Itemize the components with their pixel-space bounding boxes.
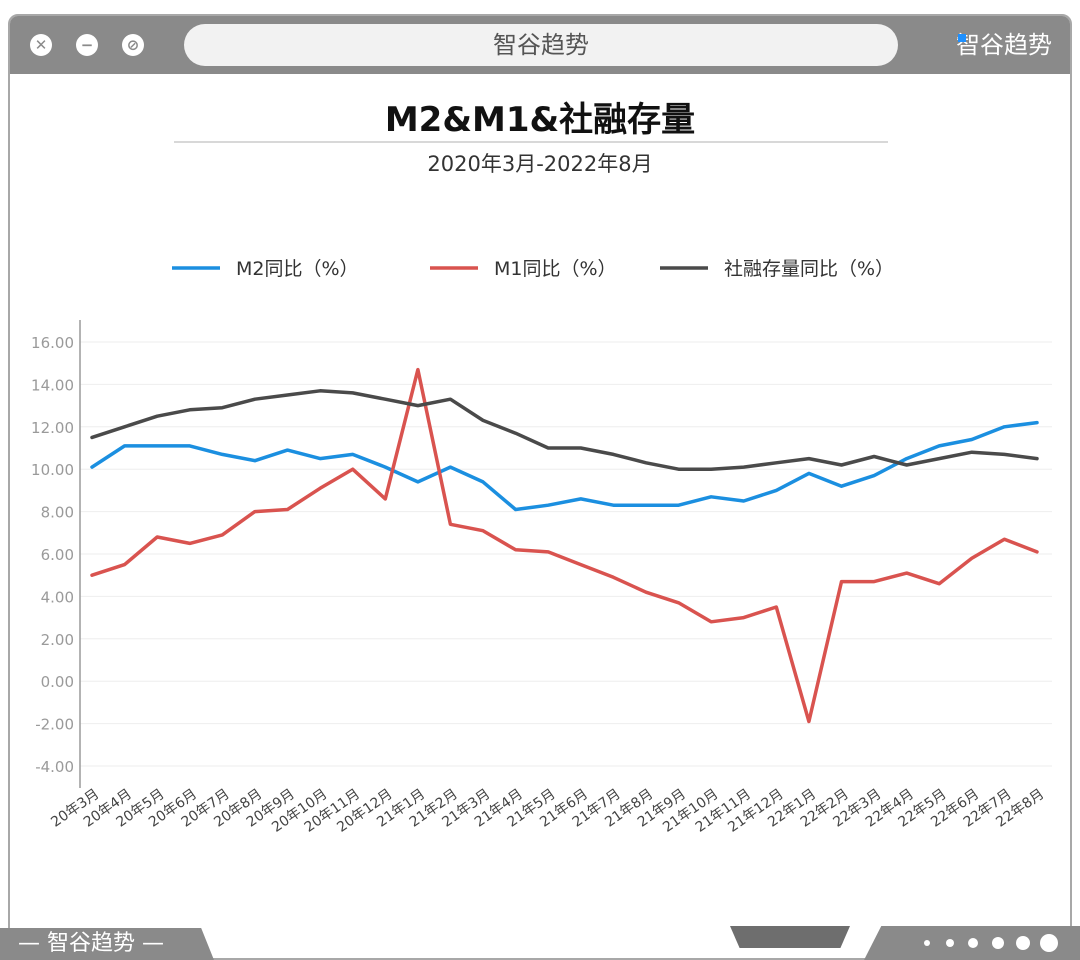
title-bar: ✕ − ⊘ 智谷趋势 智谷趋势 — [10, 16, 1070, 74]
page-dot[interactable] — [968, 938, 978, 948]
chart-subtitle: 2020年3月-2022年8月 — [427, 152, 653, 176]
footer-tab — [730, 926, 850, 948]
y-tick-label: 2.00 — [41, 631, 74, 649]
legend-label: M1同比（%） — [494, 258, 617, 280]
series-line-1 — [90, 420, 1039, 512]
title-divider — [174, 141, 888, 143]
app-window: ✕ − ⊘ 智谷趋势 智谷趋势 — [8, 14, 1072, 960]
brand-text: 智谷趋势 — [956, 31, 1052, 59]
footer-bar: — 智谷趋势 — — [0, 924, 1080, 960]
block-icon[interactable]: ⊘ — [122, 34, 144, 56]
legend-label: 社融存量同比（%） — [724, 258, 894, 280]
minimize-icon[interactable]: − — [76, 34, 98, 56]
y-tick-label: 4.00 — [41, 588, 74, 606]
legend-label: M2同比（%） — [236, 258, 359, 280]
y-tick-label: -2.00 — [35, 716, 74, 734]
series-line-3 — [90, 389, 1039, 471]
page-dot[interactable] — [1040, 934, 1058, 952]
page-dot[interactable] — [992, 937, 1004, 949]
y-tick-label: 16.00 — [31, 334, 74, 352]
page-dot[interactable] — [924, 940, 930, 946]
series-line-2 — [90, 367, 1039, 724]
address-bar[interactable]: 智谷趋势 — [184, 24, 898, 66]
brand-mark-icon — [958, 34, 966, 42]
y-tick-label: 0.00 — [41, 673, 74, 691]
brand-logo: 智谷趋势 — [956, 28, 1052, 62]
page-dot[interactable] — [1016, 936, 1030, 950]
chart-title: M2&M1&社融存量 — [384, 100, 696, 140]
chart-area: 16.00 14.00 12.00 10.00 8.00 6.00 4.00 2.00 0.00… — [31, 258, 1052, 836]
footer-brand: — 智谷趋势 — — [0, 928, 214, 960]
page-dot[interactable] — [946, 939, 954, 947]
legend: M2同比（%） M1同比（%） 社融存量同比（%） — [172, 258, 894, 280]
y-tick-label: -4.00 — [35, 758, 74, 776]
y-tick-label: 6.00 — [41, 546, 74, 564]
y-tick-label: 10.00 — [31, 461, 74, 479]
page-dots — [864, 926, 1080, 960]
y-tick-label: 14.00 — [31, 376, 74, 394]
grid-layer — [80, 341, 1052, 767]
y-tick-label: 12.00 — [31, 419, 74, 437]
series-layer — [90, 367, 1039, 724]
close-icon[interactable]: ✕ — [30, 34, 52, 56]
y-tick-label: 8.00 — [41, 504, 74, 522]
